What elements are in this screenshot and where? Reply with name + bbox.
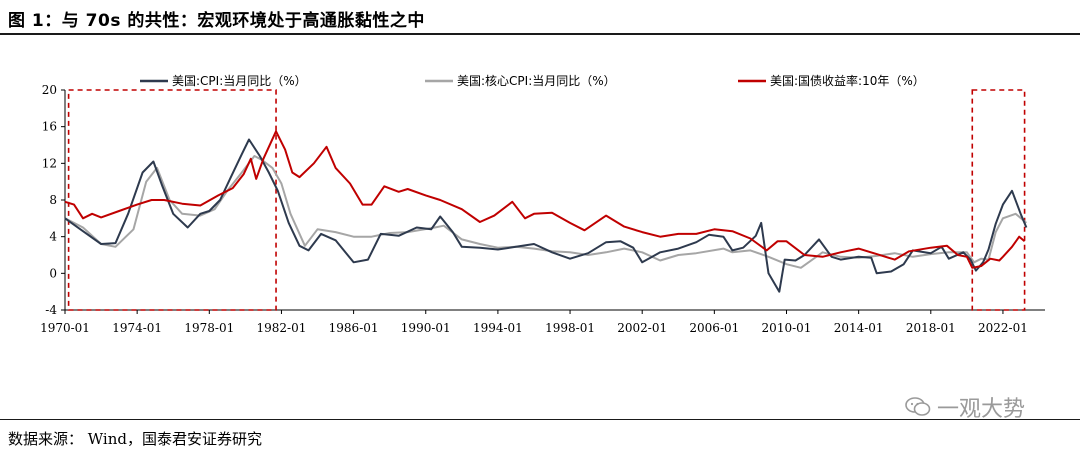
wechat-icon xyxy=(905,397,931,416)
x-tick-label: 1978-01 xyxy=(184,321,234,335)
y-tick-label: 4 xyxy=(49,230,57,244)
legend: 美国:CPI:当月同比（%） 美国:核心CPI:当月同比（%） 美国:国债收益率:1… xyxy=(140,73,925,88)
legend-label: 美国:核心CPI:当月同比（%） xyxy=(457,74,616,88)
y-tick-label: 16 xyxy=(42,120,57,134)
x-tick-label: 2014-01 xyxy=(834,321,884,335)
x-tick-label: 2010-01 xyxy=(762,321,812,335)
x-tick-label: 1970-01 xyxy=(40,321,90,335)
series-line xyxy=(64,138,1028,293)
series-lines xyxy=(64,130,1028,293)
legend-label: 美国:CPI:当月同比（%） xyxy=(172,74,307,88)
y-tick-label: -4 xyxy=(45,303,57,317)
x-tick-label: 2018-01 xyxy=(906,321,956,335)
x-tick-label: 1994-01 xyxy=(473,321,523,335)
y-tick-label: 12 xyxy=(42,156,57,170)
x-tick-label: 1998-01 xyxy=(545,321,595,335)
highlight-box xyxy=(971,89,1026,311)
x-tick-label: 2022-01 xyxy=(978,321,1028,335)
source-note: 数据来源： Wind，国泰君安证券研究 xyxy=(8,430,262,448)
watermark: 一观大势 xyxy=(905,391,1025,423)
x-tick-label: 2006-01 xyxy=(689,321,739,335)
page-title: 图 1：与 70s 的共性：宏观环境处于高通胀黏性之中 xyxy=(8,11,425,31)
x-tick-label: 1974-01 xyxy=(112,321,162,335)
highlight-boxes xyxy=(67,89,1026,311)
bottom-rule xyxy=(0,419,1080,420)
top-rule xyxy=(0,33,1080,35)
highlight-box xyxy=(67,89,277,311)
x-tick-label: 2002-01 xyxy=(617,321,667,335)
watermark-text: 一观大势 xyxy=(937,397,1026,422)
y-tick-label: 0 xyxy=(49,266,57,280)
y-tick-label: 20 xyxy=(42,83,57,97)
axes: 20 16 12 8 4 0 -4 1970-01 1974-01 1978-01 1982-01 1… xyxy=(40,83,1045,335)
series-line xyxy=(64,130,1026,269)
x-tick-label: 1986-01 xyxy=(329,321,379,335)
y-tick-label: 8 xyxy=(49,193,57,207)
x-tick-label: 1982-01 xyxy=(257,321,307,335)
legend-label: 美国:国债收益率:10年（%） xyxy=(770,73,925,88)
x-tick-label: 1990-01 xyxy=(401,321,451,335)
line-chart: 美国:CPI:当月同比（%） 美国:核心CPI:当月同比（%） 美国:国债收益率:1… xyxy=(40,73,1045,335)
